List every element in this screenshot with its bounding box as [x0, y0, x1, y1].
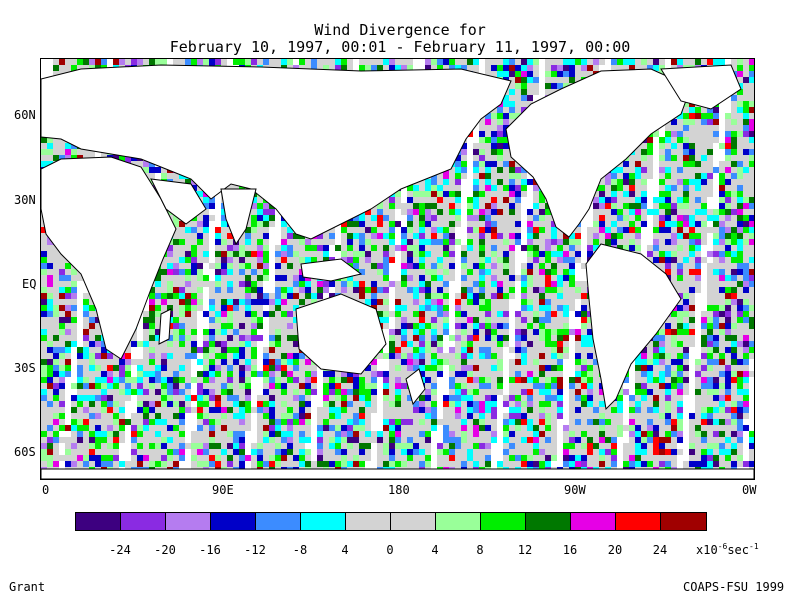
units-base: x10: [696, 543, 718, 557]
lat-label-eq: EQ: [22, 277, 37, 291]
units-exponent-sec: -1: [749, 542, 759, 551]
legend-swatch-4: [256, 513, 301, 530]
legend-swatch-7: [391, 513, 436, 530]
lat-label-60n: 60N: [14, 108, 36, 122]
legend-tick-12: 24: [652, 543, 668, 557]
legend-swatch-10: [526, 513, 571, 530]
landmass-4: [41, 156, 177, 360]
legend-swatch-12: [616, 513, 661, 530]
units-per: sec: [727, 543, 750, 557]
legend-tick-4: -8: [292, 543, 308, 557]
landmass-5: [150, 178, 207, 225]
legend-swatch-6: [346, 513, 391, 530]
legend-tick-7: 4: [431, 543, 439, 557]
landmass-2: [585, 243, 682, 411]
legend-tick-11: 20: [607, 543, 623, 557]
org-credit: COAPS-FSU 1999: [683, 580, 785, 594]
legend-tick-10: 16: [562, 543, 578, 557]
color-legend: [75, 512, 707, 531]
chart-title: Wind Divergence for: [314, 21, 486, 39]
legend-swatch-2: [166, 513, 211, 530]
legend-tick-8: 8: [476, 543, 484, 557]
legend-swatch-0: [76, 513, 121, 530]
landmass-8: [295, 293, 387, 375]
lat-label-30s: 30S: [14, 361, 36, 375]
units-label: x10-6sec-1: [696, 542, 759, 557]
legend-tick-5: 4: [341, 543, 349, 557]
legend-tick-9: 12: [517, 543, 533, 557]
landmass-3: [41, 64, 512, 240]
legend-tick-2: -16: [199, 543, 221, 557]
lat-label-60s: 60S: [14, 445, 36, 459]
landmass-1: [660, 64, 742, 110]
landmass-6: [220, 188, 257, 246]
legend-swatch-8: [436, 513, 481, 530]
legend-swatch-13: [661, 513, 706, 530]
legend-tick-0: -24: [109, 543, 131, 557]
legend-swatch-11: [571, 513, 616, 530]
lon-label-180: 180: [388, 483, 410, 497]
legend-swatch-1: [121, 513, 166, 530]
lon-label-90e: 90E: [212, 483, 234, 497]
landmass-7: [300, 258, 363, 282]
legend-swatch-9: [481, 513, 526, 530]
units-exponent: -6: [717, 542, 728, 551]
lon-label-0w: 0W: [742, 483, 757, 497]
chart-subtitle: February 10, 1997, 00:01 - February 11, …: [169, 38, 631, 56]
lon-label-90w: 90W: [564, 483, 586, 497]
landmass-9: [405, 368, 426, 406]
legend-tick-1: -20: [154, 543, 176, 557]
lat-label-30n: 30N: [14, 193, 36, 207]
legend-tick-6: 0: [386, 543, 394, 557]
landmass-11: [41, 468, 754, 479]
landmass-10: [158, 308, 172, 345]
legend-swatch-3: [211, 513, 256, 530]
lon-label-0: 0: [42, 483, 50, 497]
author-credit: Grant: [9, 580, 46, 594]
legend-swatch-5: [301, 513, 346, 530]
divergence-map: [40, 58, 755, 480]
legend-tick-3: -12: [244, 543, 266, 557]
map-canvas: [41, 59, 754, 479]
